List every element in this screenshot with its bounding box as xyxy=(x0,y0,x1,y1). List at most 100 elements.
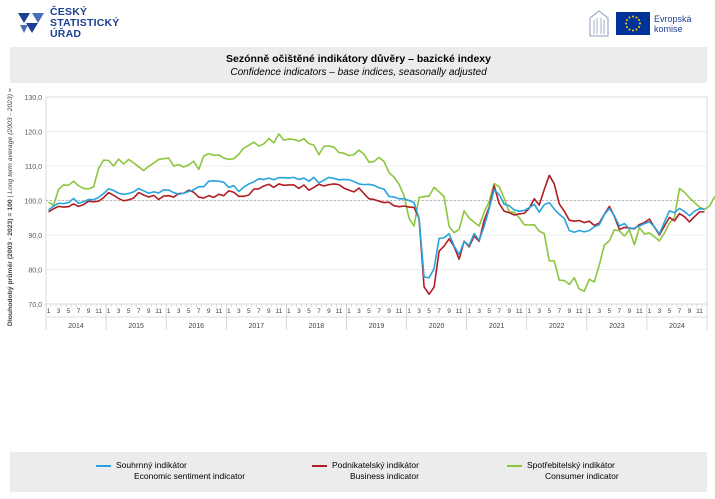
eu-commission-name: Evropská komise xyxy=(654,14,692,34)
x-month-tick-label: 11 xyxy=(516,308,523,315)
y-axis-title-separator: | xyxy=(7,194,14,200)
chart-legend: Souhrnný indikátor Economic sentiment in… xyxy=(10,452,707,492)
x-month-tick-label: 3 xyxy=(177,308,181,315)
x-month-tick-label: 7 xyxy=(257,308,261,315)
x-year-label: 2020 xyxy=(429,323,445,330)
x-month-tick-label: 5 xyxy=(608,308,612,315)
x-year-label: 2018 xyxy=(309,323,325,330)
x-month-tick-label: 1 xyxy=(407,308,411,315)
y-tick-label: 130,0 xyxy=(24,95,42,102)
x-month-tick-label: 1 xyxy=(107,308,111,315)
eu-star-icon xyxy=(625,26,628,28)
eu-star-icon xyxy=(632,15,634,18)
legend-label-economic-cz: Souhrnný indikátor xyxy=(116,460,187,470)
x-month-tick-label: 11 xyxy=(696,308,703,315)
x-month-tick-label: 9 xyxy=(387,308,391,315)
eu-building-icon xyxy=(587,8,611,38)
x-month-tick-label: 7 xyxy=(618,308,622,315)
y-axis-title: Dlouhodobý průměr (2003 - 2023) = 100 | … xyxy=(6,86,14,326)
x-month-tick-label: 5 xyxy=(487,308,491,315)
x-month-tick-label: 9 xyxy=(267,308,271,315)
x-month-tick-label: 11 xyxy=(155,308,162,315)
x-month-tick-label: 9 xyxy=(567,308,571,315)
legend-label-consumer-cz: Spotřebitelský indikátor xyxy=(527,460,615,470)
x-month-tick-label: 11 xyxy=(636,308,643,315)
x-year-label: 2023 xyxy=(609,323,625,330)
czso-logo-icon xyxy=(18,13,44,33)
eu-star-icon xyxy=(635,28,638,31)
chart-title: Sezónně očištěné indikátory důvěry – baz… xyxy=(226,53,491,65)
x-month-tick-label: 3 xyxy=(297,308,301,315)
y-axis-title-cz: Dlouhodobý průměr (2003 - 2023) = 100 xyxy=(6,199,14,326)
x-month-tick-label: 11 xyxy=(336,308,343,315)
legend-swatch-business xyxy=(312,465,327,467)
x-month-tick-label: 7 xyxy=(137,308,141,315)
x-month-tick-label: 9 xyxy=(447,308,451,315)
x-month-tick-label: 7 xyxy=(437,308,441,315)
y-axis-title-en: Long term average (2003 - 2023) = 100 xyxy=(7,86,14,194)
x-month-tick-label: 7 xyxy=(77,308,81,315)
series-line-business xyxy=(48,174,705,296)
x-month-tick-label: 3 xyxy=(237,308,241,315)
x-month-tick-label: 1 xyxy=(167,308,171,315)
x-month-tick-label: 7 xyxy=(377,308,381,315)
legend-swatch-economic xyxy=(96,465,111,467)
eu-star-icon xyxy=(628,28,631,31)
legend-label-business-en: Business indicator xyxy=(350,471,419,481)
chart-title-box: Sezónně očištěné indikátory důvěry – baz… xyxy=(10,47,707,83)
x-month-tick-label: 3 xyxy=(417,308,421,315)
x-month-tick-label: 11 xyxy=(576,308,583,315)
czso-name: ČESKÝ STATISTICKÝ ÚŘAD xyxy=(50,6,120,40)
x-month-tick-label: 5 xyxy=(427,308,431,315)
x-month-tick-label: 5 xyxy=(187,308,191,315)
x-month-tick-label: 9 xyxy=(327,308,331,315)
x-month-tick-label: 11 xyxy=(95,308,102,315)
x-month-tick-label: 5 xyxy=(67,308,71,315)
x-month-tick-label: 3 xyxy=(477,308,481,315)
y-tick-label: 90,0 xyxy=(28,233,42,240)
eu-star-icon xyxy=(639,22,641,25)
x-month-tick-label: 9 xyxy=(688,308,692,315)
legend-label-consumer-en: Consumer indicator xyxy=(545,471,619,481)
x-month-tick-label: 9 xyxy=(628,308,632,315)
x-year-label: 2019 xyxy=(369,323,385,330)
x-month-tick-label: 5 xyxy=(367,308,371,315)
x-month-tick-label: 5 xyxy=(247,308,251,315)
x-month-tick-label: 9 xyxy=(507,308,511,315)
x-year-label: 2021 xyxy=(489,323,505,330)
y-tick-label: 100,0 xyxy=(24,199,42,206)
x-month-tick-label: 5 xyxy=(668,308,672,315)
y-tick-label: 120,0 xyxy=(24,130,42,137)
x-month-tick-label: 7 xyxy=(497,308,501,315)
x-month-tick-label: 1 xyxy=(467,308,471,315)
x-month-tick-label: 1 xyxy=(527,308,531,315)
x-year-label: 2015 xyxy=(128,323,144,330)
x-month-tick-label: 11 xyxy=(396,308,403,315)
series-line-economic xyxy=(47,176,705,279)
eu-star-icon xyxy=(625,19,628,21)
x-year-label: 2017 xyxy=(249,323,265,330)
x-month-tick-label: 11 xyxy=(215,308,222,315)
y-tick-label: 110,0 xyxy=(25,164,42,171)
x-month-tick-label: 1 xyxy=(588,308,592,315)
series-line-consumer xyxy=(48,133,715,293)
x-month-tick-label: 3 xyxy=(57,308,61,315)
x-month-tick-label: 3 xyxy=(658,308,662,315)
legend-swatch-consumer xyxy=(507,465,522,467)
x-month-tick-label: 1 xyxy=(648,308,652,315)
y-tick-label: 70,0 xyxy=(28,302,42,309)
x-year-label: 2014 xyxy=(68,323,84,330)
x-month-tick-label: 7 xyxy=(557,308,561,315)
eu-star-icon xyxy=(638,19,641,21)
eu-flag-icon xyxy=(616,12,650,35)
eu-star-icon xyxy=(628,16,631,19)
czso-logo: ČESKÝ STATISTICKÝ ÚŘAD xyxy=(16,7,146,41)
x-month-tick-label: 9 xyxy=(87,308,91,315)
x-month-tick-label: 1 xyxy=(227,308,231,315)
x-month-tick-label: 11 xyxy=(456,308,463,315)
eu-commission-logo: Evropská komise xyxy=(586,8,701,40)
x-month-tick-label: 3 xyxy=(537,308,541,315)
x-month-tick-label: 3 xyxy=(598,308,602,315)
x-month-tick-label: 7 xyxy=(678,308,682,315)
x-month-tick-label: 9 xyxy=(207,308,211,315)
